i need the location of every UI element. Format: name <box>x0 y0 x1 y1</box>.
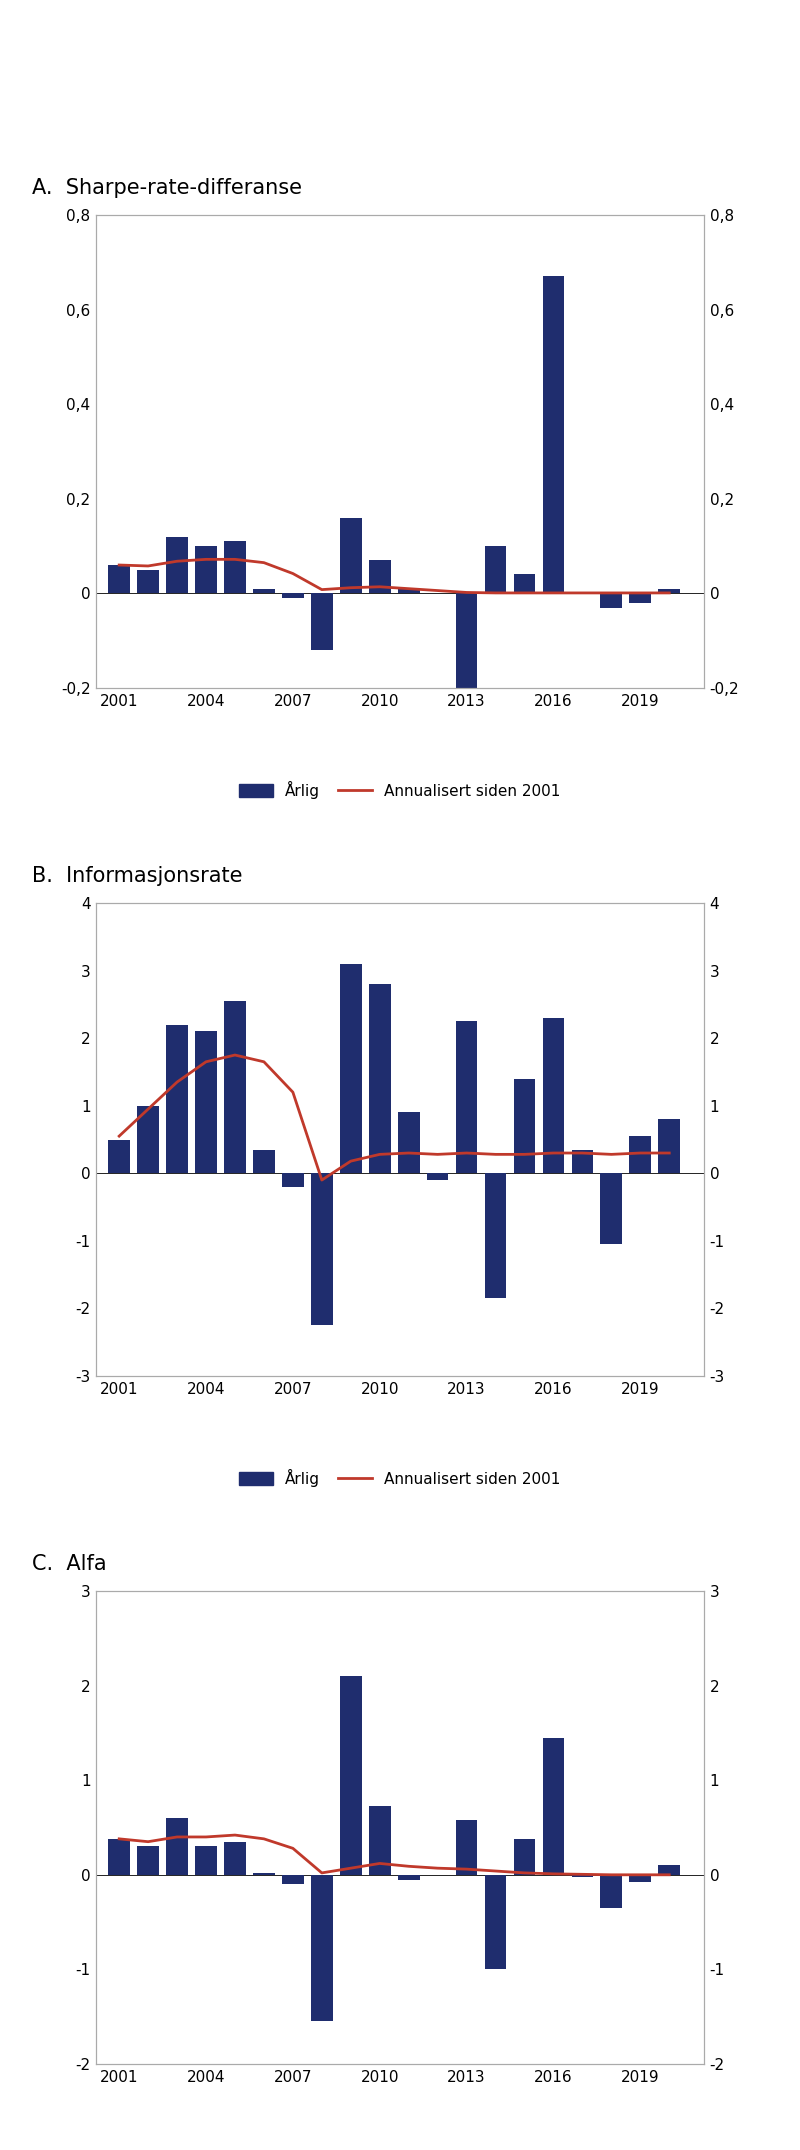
Bar <box>398 1112 419 1174</box>
Bar <box>369 1806 390 1875</box>
Bar <box>456 593 478 707</box>
Bar <box>601 593 622 608</box>
Bar <box>138 1105 159 1174</box>
Bar <box>340 518 362 593</box>
Bar <box>224 1843 246 1875</box>
Bar <box>108 565 130 593</box>
Bar <box>340 963 362 1174</box>
Bar <box>282 593 304 598</box>
Bar <box>369 985 390 1174</box>
Bar <box>514 1838 535 1875</box>
Bar <box>456 1819 478 1875</box>
Bar <box>485 1174 506 1299</box>
Bar <box>195 1032 217 1174</box>
Bar <box>311 593 333 649</box>
Bar <box>514 574 535 593</box>
Bar <box>514 1079 535 1174</box>
Bar <box>282 1174 304 1187</box>
Bar <box>658 589 680 593</box>
Bar <box>658 1866 680 1875</box>
Text: A.  Sharpe-rate-differanse: A. Sharpe-rate-differanse <box>32 178 302 198</box>
Bar <box>253 589 274 593</box>
Bar <box>658 1120 680 1174</box>
Bar <box>542 277 564 593</box>
Bar <box>630 1135 651 1174</box>
Bar <box>311 1875 333 2021</box>
Bar <box>340 1677 362 1875</box>
Bar <box>426 1174 449 1180</box>
Legend: Årlig, Annualisert siden 2001: Årlig, Annualisert siden 2001 <box>239 1468 561 1488</box>
Bar <box>485 1875 506 1969</box>
Bar <box>166 1819 188 1875</box>
Bar <box>398 589 419 593</box>
Bar <box>166 1026 188 1174</box>
Bar <box>166 538 188 593</box>
Legend: Årlig, Annualisert siden 2001: Årlig, Annualisert siden 2001 <box>239 780 561 800</box>
Text: B.  Informasjonsrate: B. Informasjonsrate <box>32 866 242 886</box>
Bar <box>542 1017 564 1174</box>
Bar <box>138 1847 159 1875</box>
Bar <box>485 546 506 593</box>
Bar <box>542 1737 564 1875</box>
Bar <box>195 1847 217 1875</box>
Bar <box>456 1021 478 1174</box>
Bar <box>224 1002 246 1174</box>
Bar <box>571 1150 594 1174</box>
Bar <box>630 593 651 602</box>
Bar <box>253 1150 274 1174</box>
Bar <box>601 1174 622 1245</box>
Bar <box>195 546 217 593</box>
Bar <box>601 1875 622 1907</box>
Bar <box>108 1140 130 1174</box>
Bar <box>282 1875 304 1883</box>
Text: C.  Alfa: C. Alfa <box>32 1554 106 1574</box>
Bar <box>138 570 159 593</box>
Bar <box>369 561 390 593</box>
Bar <box>398 1875 419 1879</box>
Bar <box>630 1875 651 1883</box>
Bar <box>224 542 246 593</box>
Bar <box>311 1174 333 1324</box>
Bar <box>108 1838 130 1875</box>
